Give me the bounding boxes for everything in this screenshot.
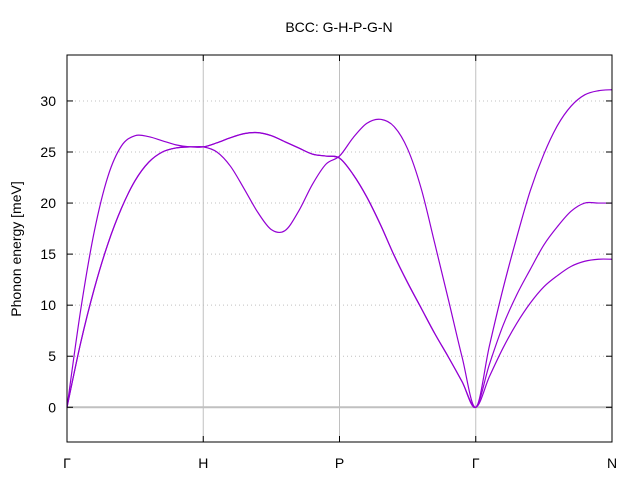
x-tick-label: Γ <box>472 455 480 471</box>
chart-title: BCC: G-H-P-G-N <box>285 19 392 35</box>
grid <box>67 55 612 442</box>
band-line-3 <box>66 131 613 408</box>
axis-ticks: 0 5 10 15 20 25 30 Γ H P Γ N <box>40 55 617 471</box>
x-tick-label: P <box>335 455 344 471</box>
x-tick-label: H <box>198 455 208 471</box>
y-tick-label: 20 <box>40 195 56 211</box>
y-tick-label: 10 <box>40 297 56 313</box>
y-tick-label: 0 <box>48 399 56 415</box>
band-line-2 <box>66 89 613 408</box>
x-tick-label: N <box>607 455 617 471</box>
y-tick-label: 30 <box>40 93 56 109</box>
band-lines <box>66 89 613 408</box>
y-axis-label: Phonon energy [meV] <box>8 181 24 316</box>
y-tick-label: 15 <box>40 246 56 262</box>
y-tick-label: 5 <box>48 348 56 364</box>
x-tick-label: Γ <box>63 455 71 471</box>
y-tick-label: 25 <box>40 144 56 160</box>
